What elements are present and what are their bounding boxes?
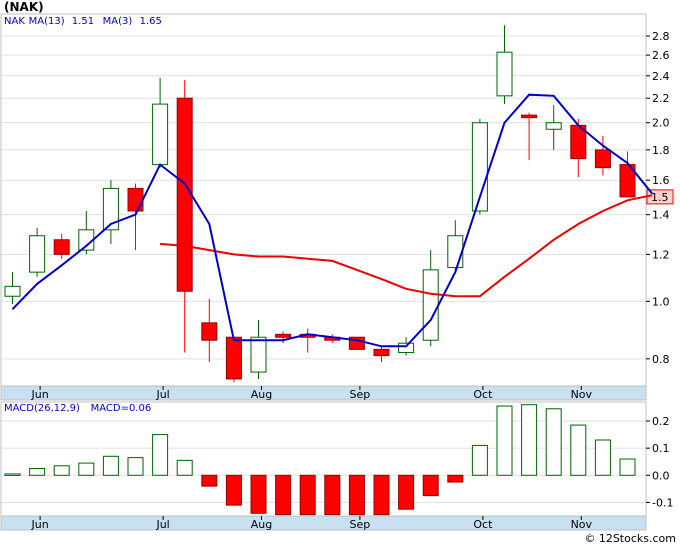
price-month-label: Sep	[350, 388, 371, 401]
price-legend-item: NAK	[4, 16, 25, 27]
candle-down	[201, 322, 218, 341]
macd-bar-positive	[53, 465, 70, 476]
macd-bar-positive	[545, 408, 562, 476]
price-tick-label: 1.2	[652, 248, 670, 261]
price-month-label: Aug	[251, 388, 272, 401]
candle-up	[496, 51, 513, 97]
macd-bar-negative	[299, 474, 316, 516]
macd-bar-positive	[594, 439, 611, 476]
price-month-label: Jul	[155, 388, 169, 401]
macd-bar-positive	[176, 459, 193, 476]
price-tick-label: 2.4	[652, 70, 670, 83]
macd-bar-negative	[225, 474, 242, 506]
macd-bar-negative	[250, 474, 267, 514]
macd-bar-positive	[152, 434, 169, 476]
macd-bar-positive	[521, 404, 538, 476]
macd-month-label: Oct	[473, 518, 493, 531]
macd-month-label: Nov	[571, 518, 593, 531]
macd-bar-negative	[398, 474, 415, 510]
price-tick-label: 0.8	[652, 353, 670, 366]
candle-down	[53, 239, 70, 255]
chart-title: (NAK)	[4, 0, 44, 14]
macd-bar-negative	[373, 474, 390, 516]
macd-bar-positive	[102, 455, 119, 476]
candle-up	[29, 235, 46, 273]
candle-up	[250, 336, 267, 373]
macd-bar-negative	[324, 474, 341, 516]
candle-up	[471, 122, 488, 212]
macd-panel-frame	[0, 401, 647, 531]
macd-month-label: Jun	[31, 518, 49, 531]
macd-bar-positive	[29, 468, 46, 476]
macd-tick-label: -0.1	[652, 496, 673, 509]
price-legend-item: MA(13)	[29, 16, 65, 27]
macd-bar-positive	[471, 444, 488, 476]
macd-bar-positive	[570, 424, 587, 476]
macd-legend-item: MACD=0.06	[91, 403, 152, 414]
candle-down	[594, 149, 611, 169]
price-tick-label: 1.6	[652, 174, 670, 187]
macd-date-axis-band	[1, 516, 646, 530]
macd-bar-positive	[619, 458, 636, 476]
ma-short-line	[11, 93, 653, 348]
price-tick-label: 1.0	[652, 295, 670, 308]
candle-up	[398, 342, 415, 353]
candle-down	[176, 97, 193, 292]
price-legend-item: 1.51	[72, 16, 94, 27]
price-month-label: Nov	[571, 388, 593, 401]
price-month-label: Oct	[473, 388, 493, 401]
price-tick-label: 2.2	[652, 92, 670, 105]
price-tick-label: 1.8	[652, 144, 670, 157]
price-legend-item: 1.65	[140, 16, 162, 27]
price-tick-label: 2.8	[652, 30, 670, 43]
macd-month-label: Sep	[350, 518, 371, 531]
macd-bar-positive	[496, 405, 513, 476]
candle-up	[422, 269, 439, 341]
last-price-label: 1.5	[651, 191, 669, 204]
macd-bar-positive	[4, 473, 21, 476]
candle-down	[521, 114, 538, 119]
price-tick-label: 1.4	[652, 209, 670, 222]
macd-bar-negative	[447, 474, 464, 483]
macd-bar-negative	[422, 474, 439, 497]
price-panel-frame	[0, 13, 647, 401]
macd-tick-label: 0.0	[652, 469, 670, 482]
candle-up	[152, 103, 169, 166]
macd-bar-positive	[78, 462, 95, 476]
candle-up	[102, 187, 119, 231]
candle-down	[225, 336, 242, 380]
macd-legend-item: MACD(26,12,9)	[4, 403, 80, 414]
ma-long-line	[160, 194, 653, 298]
macd-bar-negative	[348, 474, 365, 516]
macd-month-label: Aug	[251, 518, 272, 531]
price-month-label: Jun	[31, 388, 49, 401]
candle-down	[275, 333, 292, 338]
candle-down	[373, 348, 390, 357]
candle-up	[545, 122, 562, 130]
candle-up	[4, 285, 21, 297]
watermark: © 12Stocks.com	[584, 532, 676, 545]
macd-bar-positive	[127, 457, 144, 476]
price-tick-label: 2.6	[652, 49, 670, 62]
price-date-axis-band	[1, 386, 646, 400]
macd-tick-label: 0.2	[652, 415, 670, 428]
macd-month-label: Jul	[155, 518, 169, 531]
price-tick-label: 2.0	[652, 117, 670, 130]
candle-up	[447, 235, 464, 269]
candle-down	[127, 187, 144, 212]
macd-tick-label: 0.1	[652, 442, 670, 455]
macd-bar-negative	[275, 474, 292, 516]
macd-bar-negative	[201, 474, 218, 487]
price-legend-item: MA(3)	[103, 16, 133, 27]
